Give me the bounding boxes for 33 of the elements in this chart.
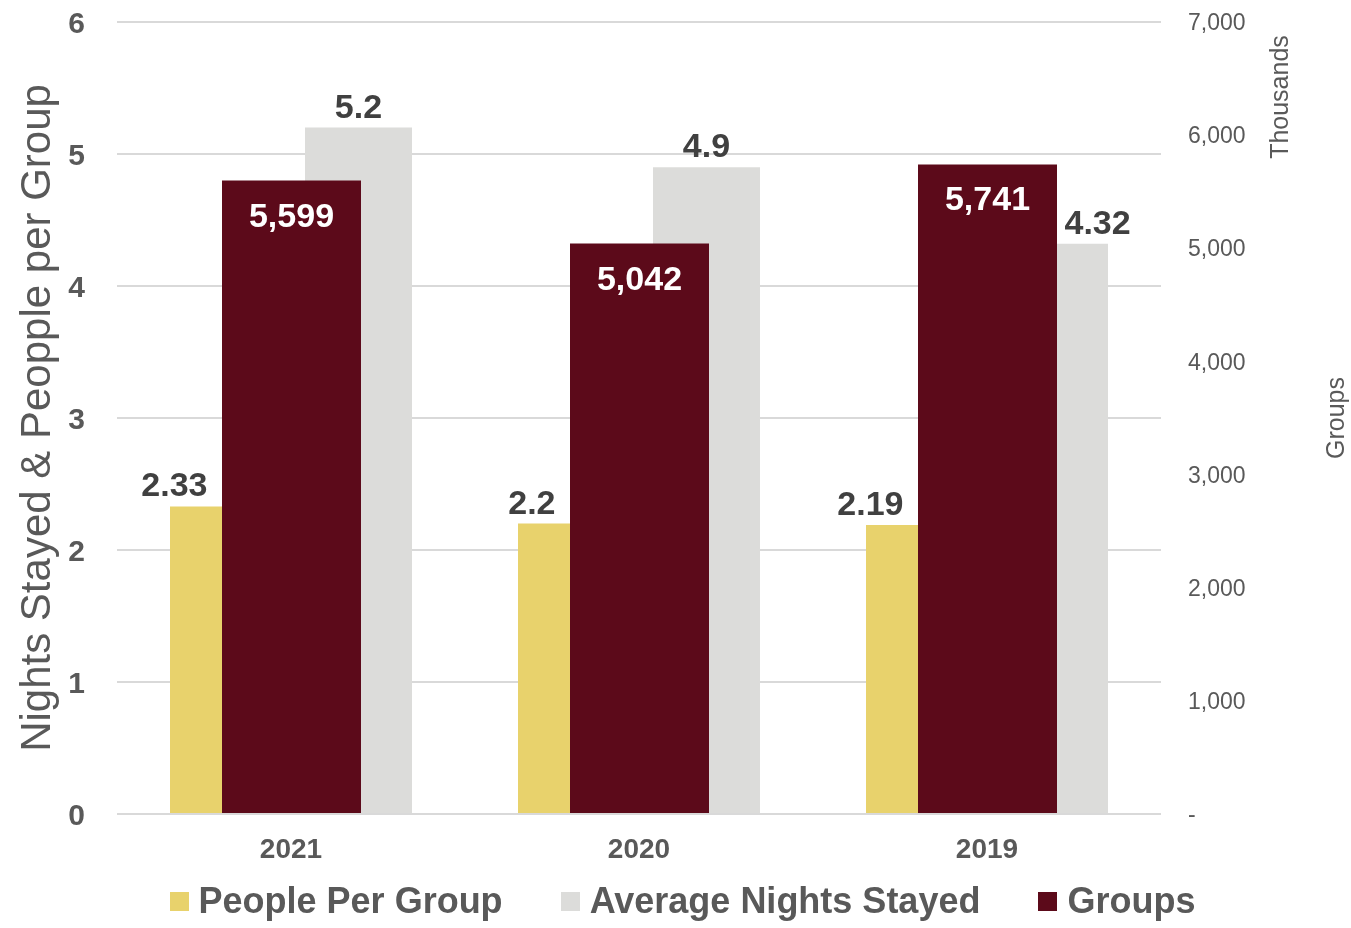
- y2-tick-label: 7,000: [1188, 9, 1246, 36]
- y-tick-label: 6: [68, 5, 85, 39]
- data-label: 2.33: [141, 465, 208, 504]
- data-label: 4.9: [682, 126, 731, 165]
- data-label: 5.2: [334, 86, 383, 125]
- y-tick-label: 4: [68, 269, 86, 303]
- legend-label: Average Nights Stayed: [589, 880, 981, 922]
- data-label: 5,599: [248, 195, 335, 234]
- y-tick-label: 3: [68, 401, 85, 435]
- y2-tick-label: 2,000: [1188, 574, 1246, 601]
- x-tick-label: 2021: [259, 832, 323, 864]
- y2-tick-label: -: [1188, 801, 1196, 828]
- y2-tick-label: 1,000: [1188, 688, 1246, 715]
- y2-tick-label: 6,000: [1188, 122, 1246, 149]
- y-tick-label: 2: [68, 533, 85, 567]
- data-label: 2.19: [837, 483, 904, 522]
- data-label: 4.32: [1064, 202, 1131, 241]
- y-tick-label: 1: [68, 665, 85, 699]
- y2-tick-label: 4,000: [1188, 348, 1246, 375]
- y-axis-title: Nights Stayed & Peopple per Group: [11, 84, 59, 752]
- y-tick-label: 5: [68, 137, 85, 171]
- data-label: 2.2: [508, 482, 556, 521]
- text: Thousands: [1265, 35, 1293, 159]
- x-tick-label: 2020: [607, 832, 671, 864]
- y-tick-label: 0: [68, 797, 85, 831]
- x-tick-label: 2019: [955, 832, 1019, 864]
- y2-tick-label: 5,000: [1188, 235, 1246, 262]
- data-label: 5,042: [596, 258, 683, 297]
- legend-label: Groups: [1067, 880, 1196, 922]
- legend-label: People Per Group: [198, 880, 503, 922]
- data-label: 5,741: [944, 179, 1031, 218]
- y2-axis-title: Groups: [1321, 377, 1349, 459]
- y2-tick-label: 3,000: [1188, 461, 1246, 488]
